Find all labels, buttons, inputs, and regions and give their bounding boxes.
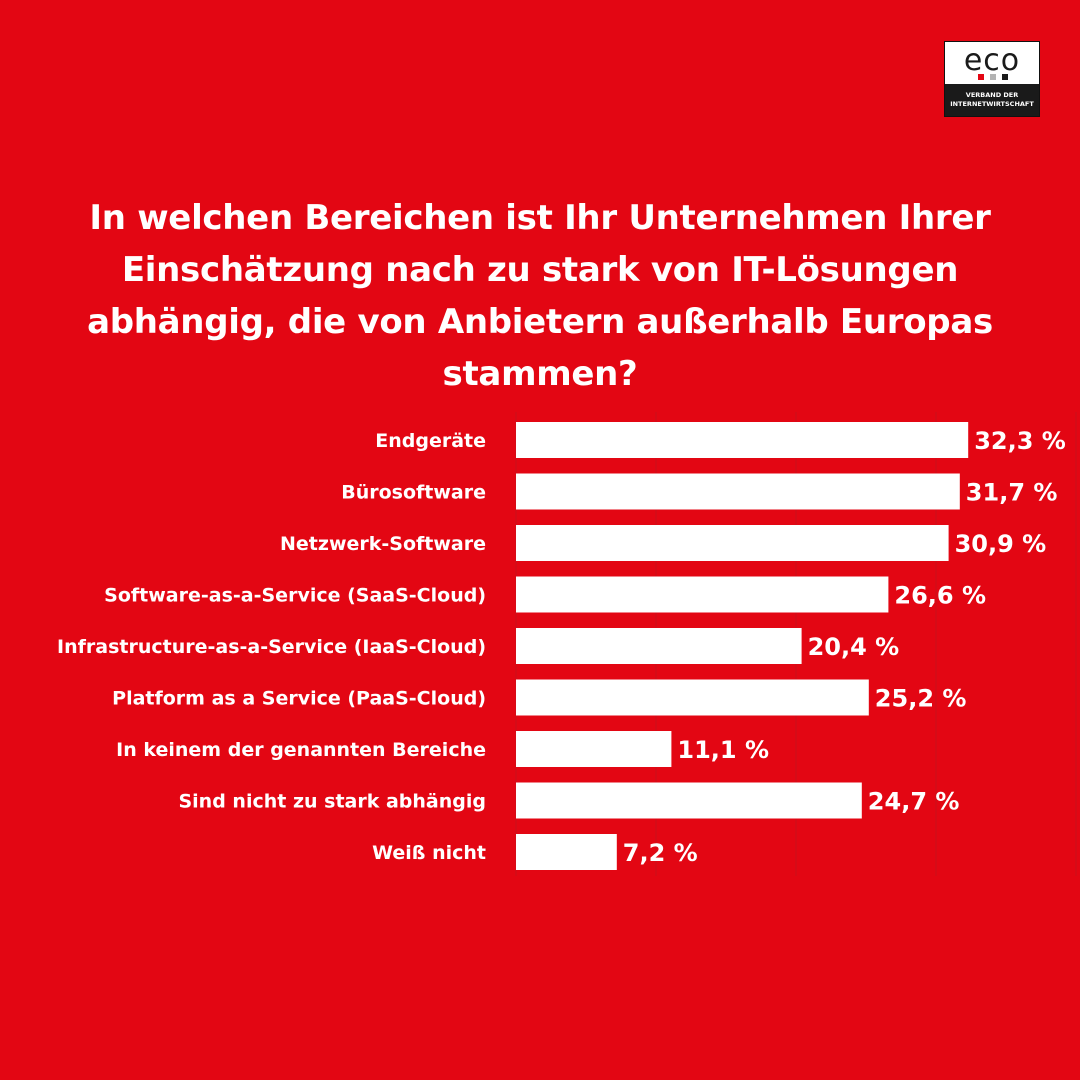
bar — [516, 679, 869, 716]
value-label: 24,7 % — [868, 788, 960, 816]
category-label: Infrastructure-as-a-Service (IaaS-Cloud) — [57, 636, 486, 658]
value-label: 31,7 % — [966, 479, 1058, 507]
value-label: 25,2 % — [875, 685, 967, 713]
category-label: Weiß nicht — [372, 842, 486, 864]
logo-tagline-line2: INTERNETWIRTSCHAFT — [950, 100, 1034, 108]
category-labels: Endgeräte Bürosoftware Netzwerk-Software So… — [57, 430, 486, 864]
logo-wordmark: eco — [963, 43, 1021, 78]
bar — [516, 834, 617, 870]
bar — [516, 473, 960, 510]
chart-title: In welchen Bereichen ist Ihr Unternehmen… — [87, 198, 993, 394]
value-label: 26,6 % — [894, 582, 986, 610]
bar — [516, 628, 802, 664]
value-label: 7,2 % — [623, 839, 698, 867]
value-label: 20,4 % — [808, 633, 900, 661]
category-label: Software-as-a-Service (SaaS-Cloud) — [104, 585, 486, 607]
value-labels: 32,3 % 31,7 % 30,9 % 26,6 % 20,4 % 25,2 % 11,1… — [623, 427, 1066, 867]
bar — [516, 576, 889, 613]
logo-tagline: VERBAND DER INTERNETWIRTSCHAFT — [945, 84, 1039, 116]
bar — [516, 525, 949, 561]
eco-logo: eco VERBAND DER INTERNETWIRTSCHAFT — [944, 41, 1040, 117]
logo-dot-red — [978, 74, 984, 80]
value-label: 11,1 % — [677, 736, 769, 764]
category-label: Sind nicht zu stark abhängig — [178, 791, 486, 813]
category-label: Netzwerk-Software — [280, 533, 486, 555]
bar — [516, 731, 672, 767]
category-label: Bürosoftware — [341, 482, 486, 504]
category-label: Endgeräte — [375, 430, 486, 452]
category-label: Platform as a Service (PaaS-Cloud) — [112, 688, 486, 710]
bars — [516, 422, 969, 870]
bar — [516, 782, 862, 819]
value-label: 32,3 % — [974, 427, 1066, 455]
logo-dot-black — [1002, 74, 1008, 80]
logo-tagline-line1: VERBAND DER — [965, 91, 1019, 99]
bar — [516, 422, 969, 458]
logo-dot-grey — [990, 74, 996, 80]
category-label: In keinem der genannten Bereiche — [116, 739, 486, 761]
value-label: 30,9 % — [955, 530, 1047, 558]
